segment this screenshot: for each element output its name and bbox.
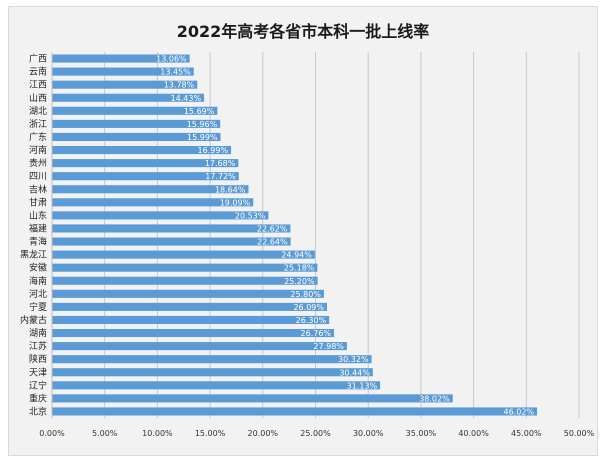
category-label: 陕西 <box>29 353 47 365</box>
data-label: 25.80% <box>290 290 321 299</box>
data-label: 19.09% <box>220 198 251 207</box>
x-tick-label: 0.00% <box>39 429 65 438</box>
category-label: 广东 <box>29 131 47 143</box>
category-label: 浙江 <box>29 118 47 130</box>
data-label: 15.69% <box>184 107 215 116</box>
data-label: 13.06% <box>156 55 187 64</box>
bar <box>52 355 372 364</box>
bar <box>52 263 318 272</box>
bar <box>52 119 221 128</box>
category-label: 宁夏 <box>29 301 47 313</box>
bar <box>52 381 381 390</box>
category-label: 青海 <box>29 236 47 248</box>
category-label: 天津 <box>29 367 47 378</box>
bar <box>52 198 254 207</box>
bar <box>52 67 194 76</box>
bar <box>52 407 538 416</box>
data-label: 15.96% <box>187 120 218 129</box>
category-label: 内蒙古 <box>20 314 47 326</box>
category-label: 四川 <box>29 172 47 182</box>
bar <box>52 80 198 89</box>
category-label: 安徽 <box>29 262 47 274</box>
category-label: 重庆 <box>29 392 47 404</box>
x-tick-label: 20.00% <box>248 429 279 438</box>
data-label: 26.30% <box>296 316 327 325</box>
x-tick-label: 25.00% <box>300 429 331 438</box>
data-label: 46.02% <box>504 407 535 416</box>
category-label: 湖南 <box>29 327 47 339</box>
data-label: 26.76% <box>301 329 332 338</box>
data-label: 20.53% <box>235 211 266 220</box>
bar <box>52 276 318 285</box>
data-label: 16.99% <box>198 146 229 155</box>
data-label: 24.94% <box>281 251 312 260</box>
x-tick-label: 30.00% <box>353 429 384 438</box>
category-label: 北京 <box>29 405 47 417</box>
bar <box>52 185 249 194</box>
category-label: 贵州 <box>29 157 47 169</box>
category-label: 甘肃 <box>29 196 47 208</box>
bar <box>52 54 190 63</box>
category-label: 河南 <box>29 144 47 156</box>
category-label: 江苏 <box>29 340 47 352</box>
category-label: 福建 <box>29 222 47 234</box>
bar <box>52 145 232 155</box>
chart-title: 2022年高考各省市本科一批上线率 <box>176 22 430 41</box>
category-label: 广西 <box>29 53 47 65</box>
data-label: 17.72% <box>205 172 236 181</box>
bar <box>52 211 269 220</box>
data-label: 25.18% <box>284 264 315 273</box>
data-label: 25.20% <box>284 277 315 286</box>
bar <box>52 224 291 233</box>
data-label: 30.44% <box>339 368 370 377</box>
category-label: 河北 <box>29 288 47 300</box>
bar <box>52 250 315 259</box>
category-label: 山东 <box>29 209 47 221</box>
bar <box>52 159 239 168</box>
category-label: 吉林 <box>29 183 47 195</box>
category-label: 云南 <box>29 66 47 78</box>
x-tick-label: 10.00% <box>142 429 173 438</box>
data-label: 17.68% <box>205 159 236 168</box>
bar <box>52 342 347 351</box>
category-label: 海南 <box>29 275 47 287</box>
bar <box>52 106 218 115</box>
category-label: 辽宁 <box>29 379 47 391</box>
bar <box>52 172 239 181</box>
bar <box>52 328 335 338</box>
data-label: 14.43% <box>171 94 202 103</box>
bar <box>52 289 324 298</box>
data-label: 22.64% <box>257 238 288 247</box>
category-label: 湖北 <box>29 106 47 117</box>
x-tick-label: 35.00% <box>406 429 437 438</box>
bar <box>52 368 373 377</box>
data-label: 13.45% <box>160 68 191 77</box>
x-tick-label: 45.00% <box>511 429 542 438</box>
data-label: 27.98% <box>313 342 344 351</box>
data-label: 15.99% <box>187 133 218 142</box>
data-label: 30.32% <box>338 355 369 364</box>
data-label: 26.09% <box>293 303 324 312</box>
category-label: 黑龙江 <box>20 249 47 261</box>
category-label: 江西 <box>29 80 47 91</box>
data-label: 22.62% <box>257 224 288 233</box>
bar <box>52 93 205 102</box>
bar <box>52 132 221 142</box>
bar <box>52 302 327 311</box>
data-label: 13.78% <box>164 81 195 90</box>
bar <box>52 394 453 403</box>
x-tick-label: 40.00% <box>458 429 489 438</box>
data-label: 38.02% <box>419 394 450 403</box>
bar <box>52 237 291 246</box>
category-label: 山西 <box>29 93 47 104</box>
bar <box>52 315 330 325</box>
data-label: 18.64% <box>215 185 246 194</box>
x-tick-label: 5.00% <box>92 429 118 438</box>
x-tick-label: 50.00% <box>564 429 595 438</box>
x-tick-label: 15.00% <box>195 429 226 438</box>
data-label: 31.13% <box>347 381 378 390</box>
